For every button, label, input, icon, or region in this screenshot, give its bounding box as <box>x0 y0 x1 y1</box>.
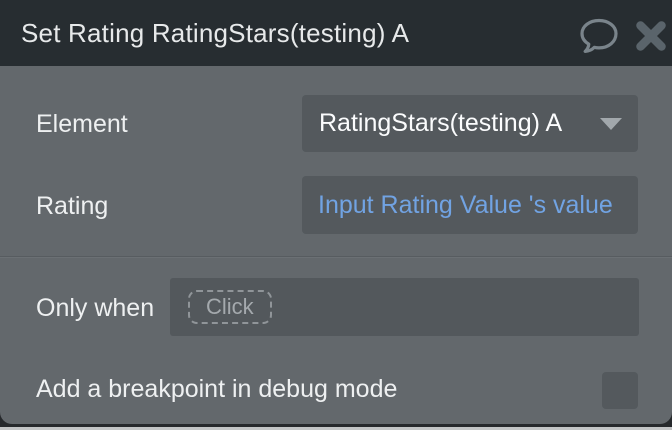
element-dropdown-value: RatingStars(testing) A <box>319 109 563 137</box>
element-dropdown[interactable]: RatingStars(testing) A <box>302 95 638 152</box>
section-divider <box>0 256 672 257</box>
breakpoint-checkbox[interactable] <box>602 372 638 409</box>
speech-bubble-icon <box>579 18 619 58</box>
only-when-input[interactable]: Click <box>170 278 639 336</box>
section-divider-highlight <box>0 257 672 258</box>
rating-expression: Input Rating Value 's value <box>318 190 613 219</box>
close-button[interactable] <box>635 21 667 51</box>
chevron-down-icon <box>600 118 622 130</box>
dialog-header: Set Rating RatingStars(testing) A <box>0 0 672 66</box>
click-placeholder-chip[interactable]: Click <box>188 290 272 324</box>
page-bottom-edge <box>0 427 672 430</box>
element-label: Element <box>36 110 128 138</box>
rating-value-box[interactable]: Input Rating Value 's value <box>302 176 638 234</box>
comment-button[interactable] <box>579 17 619 55</box>
only-when-label: Only when <box>36 294 155 322</box>
close-x-icon <box>635 21 667 54</box>
breakpoint-label: Add a breakpoint in debug mode <box>36 375 398 403</box>
rating-label: Rating <box>36 192 109 220</box>
dialog-title: Set Rating RatingStars(testing) A <box>21 17 410 48</box>
